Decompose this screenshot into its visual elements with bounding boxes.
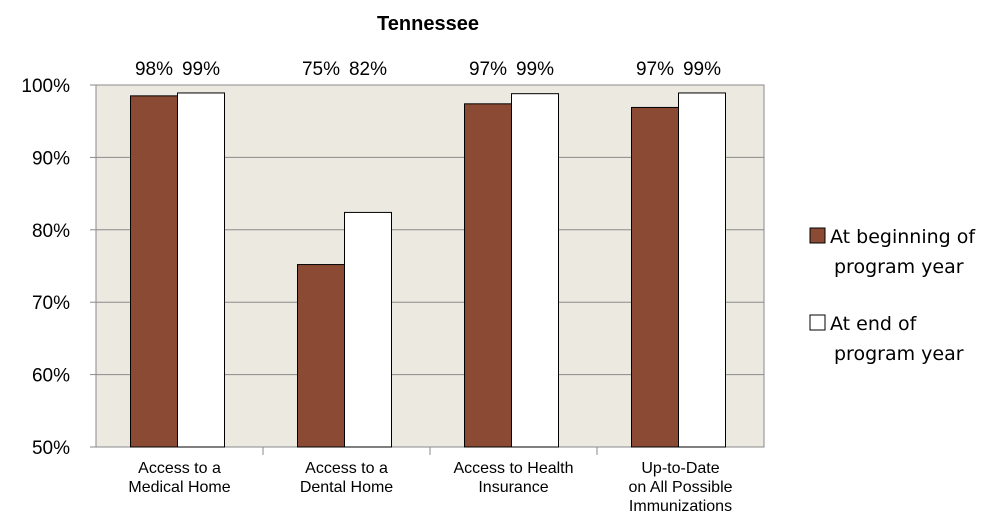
x-tick-label: Up-to-Date bbox=[641, 460, 719, 477]
bar-end bbox=[511, 93, 559, 448]
data-label: 99% bbox=[683, 59, 721, 80]
x-tick-label: Immunizations bbox=[629, 498, 732, 515]
y-tick-label: 80% bbox=[32, 221, 70, 242]
data-label: 99% bbox=[516, 59, 554, 80]
legend: At beginning of program year At end of prog… bbox=[809, 226, 976, 365]
y-tick-label: 60% bbox=[32, 366, 70, 387]
bar-beginning bbox=[297, 264, 345, 448]
x-tick-label: Dental Home bbox=[300, 479, 393, 496]
bar-end bbox=[678, 92, 726, 448]
bars bbox=[130, 92, 726, 448]
data-label: 97% bbox=[469, 59, 507, 80]
legend-label: At end of bbox=[830, 313, 918, 335]
x-tick-label: Access to Health bbox=[453, 460, 573, 477]
legend-label: program year bbox=[834, 343, 964, 365]
legend-label: At beginning of bbox=[830, 226, 976, 248]
data-labels: 98% 99% 75% 82% 97% 99% 97% 99% bbox=[135, 59, 721, 80]
data-label: 82% bbox=[349, 59, 387, 80]
y-tick-label: 70% bbox=[32, 293, 70, 314]
bar-beginning bbox=[631, 106, 679, 448]
data-label: 98% bbox=[135, 59, 173, 80]
bar-end bbox=[344, 211, 392, 448]
bar-beginning bbox=[464, 103, 512, 448]
data-label: 75% bbox=[302, 59, 340, 80]
y-tick-label: 50% bbox=[32, 438, 70, 459]
x-tick-label: Medical Home bbox=[128, 479, 230, 496]
x-tick-label: on All Possible bbox=[628, 479, 732, 496]
x-tick-label: Insurance bbox=[478, 479, 548, 496]
legend-swatch-end bbox=[809, 314, 826, 331]
data-label: 99% bbox=[182, 59, 220, 80]
legend-label: program year bbox=[834, 256, 964, 278]
y-axis-ticks: 50% 60% 70% 80% 90% 100% bbox=[21, 76, 96, 459]
bar-beginning bbox=[130, 95, 178, 448]
x-tick-label: Access to a bbox=[138, 460, 221, 477]
legend-swatch-beginning bbox=[809, 227, 826, 244]
y-tick-label: 100% bbox=[21, 76, 70, 97]
y-tick-label: 90% bbox=[32, 148, 70, 169]
chart-title: Tennessee bbox=[377, 13, 479, 35]
x-axis-ticks: Access to a Medical Home Access to a Dental… bbox=[128, 447, 733, 515]
bar-end bbox=[177, 92, 225, 448]
x-tick-label: Access to a bbox=[305, 460, 388, 477]
data-label: 97% bbox=[636, 59, 674, 80]
